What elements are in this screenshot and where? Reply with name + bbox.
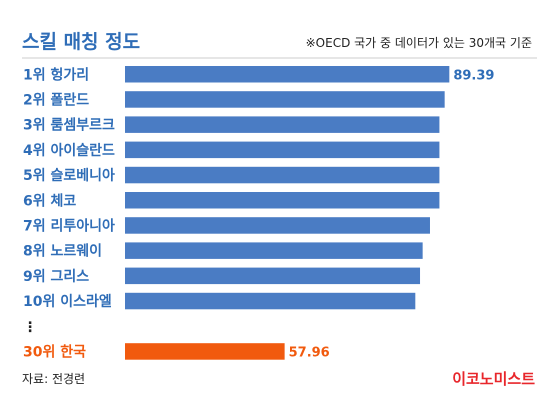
- brand-logo: 이코노미스트: [452, 370, 535, 388]
- category-label: 3위 룸셈부르크: [23, 117, 115, 134]
- chart-note: ※OECD 국가 중 데이터가 있는 30개국 기준: [306, 36, 532, 50]
- category-label: 8위 노르웨이: [23, 243, 102, 260]
- bar: [125, 343, 285, 360]
- bar: [125, 66, 450, 83]
- category-label: 7위 리투아니아: [23, 217, 115, 234]
- category-label: 1위 헝가리: [23, 66, 89, 83]
- category-label: 10위 이스라엘: [23, 293, 112, 310]
- bars-group: 1위 헝가리 89.39 2위 폴란드 3위 룸셈부르크 4위 아이슬란드 5위 슬로베니…: [23, 66, 494, 360]
- category-label: 6위 체코: [23, 193, 76, 209]
- bar: [125, 217, 430, 234]
- bar: [125, 141, 440, 159]
- value-label: 89.39: [453, 68, 494, 83]
- bar: [125, 91, 445, 108]
- category-label: 9위 그리스: [23, 269, 89, 285]
- source-note: 자료: 전경련: [22, 372, 85, 386]
- value-label: 57.96: [289, 345, 330, 360]
- bar: [125, 267, 421, 285]
- category-label: 5위 슬로베니아: [23, 167, 115, 184]
- bar: [125, 166, 440, 184]
- category-label: ⋮: [23, 319, 37, 335]
- bar: [125, 192, 440, 209]
- bar: [125, 292, 416, 310]
- category-label: 2위 폴란드: [23, 91, 89, 108]
- category-label: 30위 한국: [23, 344, 86, 360]
- category-label: 4위 아이슬란드: [23, 142, 115, 159]
- chart-title: 스킬 매칭 정도: [22, 31, 140, 53]
- bar: [125, 242, 423, 259]
- bar: [125, 116, 440, 133]
